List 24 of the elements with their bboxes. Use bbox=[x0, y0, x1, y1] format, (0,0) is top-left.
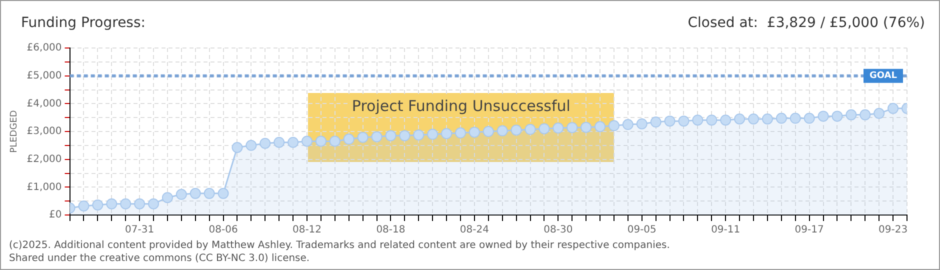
text: Shared under the creative commons (CC BY-NC 3.0) license. bbox=[9, 252, 311, 265]
chart-title: Funding Progress: bbox=[21, 15, 146, 31]
ref-line-label: GOAL bbox=[870, 71, 898, 82]
y-tick-label: £4,000 bbox=[26, 98, 62, 110]
y-tick-label: £2,000 bbox=[26, 154, 62, 165]
x-tick-label: 08-18 bbox=[376, 224, 406, 236]
x-tick-label: 09-11 bbox=[711, 224, 740, 236]
y-tick-label: £1,000 bbox=[26, 182, 62, 193]
x-tick-label: 08-30 bbox=[544, 224, 573, 236]
y-axis-title: PLEDGED bbox=[10, 110, 20, 153]
annotation: Project Funding Unsuccessful bbox=[348, 97, 574, 116]
chart-subtitle: Closed at: £3,829 / £5,000 (76%) bbox=[688, 15, 925, 31]
x-tick-label: 08-12 bbox=[292, 224, 322, 236]
x-tick-label: 08-24 bbox=[460, 224, 489, 236]
y-tick-label: £3,000 bbox=[26, 126, 62, 138]
x-tick-label: 07-31 bbox=[125, 224, 154, 236]
text: (c)2025. Additional content provided by Matthew Ashley. Trademarks and related content are owned by their respective companies. bbox=[9, 239, 670, 252]
x-tick-label: 09-17 bbox=[794, 224, 824, 236]
y-tick-label: £0 bbox=[49, 210, 62, 221]
x-tick-label: 09-05 bbox=[627, 224, 656, 236]
x-tick-label: 08-06 bbox=[208, 224, 238, 236]
y-tick-label: £5,000 bbox=[26, 70, 62, 82]
y-tick-label: £6,000 bbox=[26, 42, 62, 54]
x-tick-label: 09-23 bbox=[878, 224, 908, 236]
